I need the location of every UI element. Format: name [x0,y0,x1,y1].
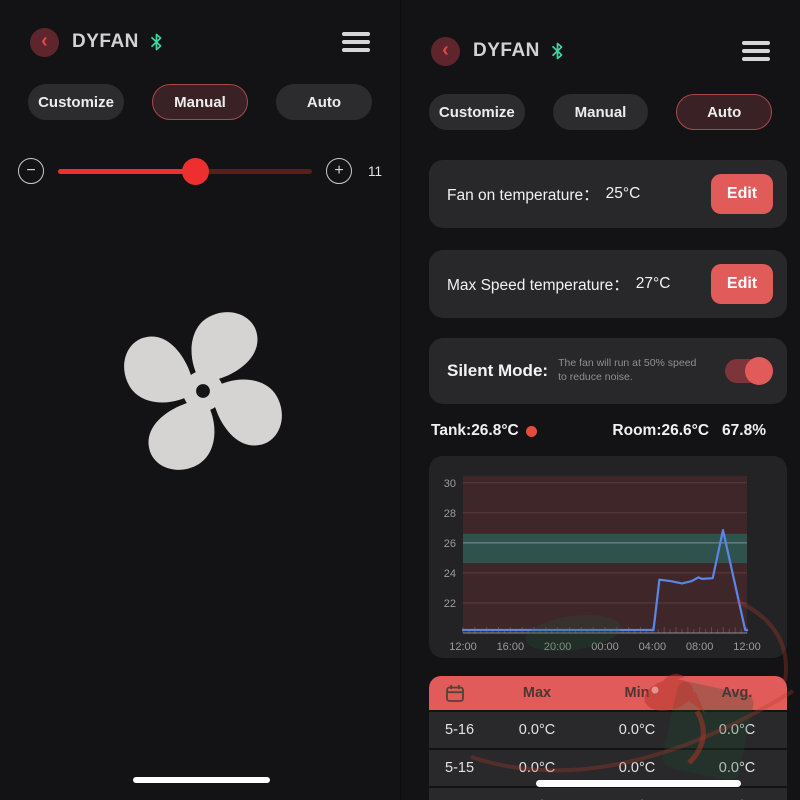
speed-decrease-button[interactable]: − [18,158,44,184]
app-title: DYFAN [72,31,139,52]
header: ‹ DYFAN [401,36,800,66]
mode-tabs: Customize Manual Auto [401,94,800,130]
row-date: 5-16 [445,722,475,738]
app-title: DYFAN [473,40,540,61]
mode-tabs: Customize Manual Auto [0,84,400,120]
room-temperature: Room:26.6°C [612,422,710,439]
room-humidity: 67.8% [722,422,766,439]
chevron-left-icon: ‹ [442,38,449,61]
tab-customize[interactable]: Customize [429,94,525,130]
home-indicator [536,780,741,787]
row-avg: 0.0°C [718,760,756,776]
auto-screen: ‹ DYFAN Customize Manual Auto Fan on tem… [400,0,800,800]
row-date: 5-15 [445,760,475,776]
calendar-icon [429,684,487,703]
max-speed-temperature-value: 27°C [635,275,671,292]
fan-on-temperature-value: 25°C [605,185,641,202]
tank-status-dot [525,425,537,437]
svg-text:20:00: 20:00 [544,641,572,653]
silent-mode-card: Silent Mode: The fan will run at 50% spe… [429,338,787,404]
svg-text:24: 24 [444,568,456,580]
temperature-chart: 22 24 26 28 30 12:00 16:00 20:00 00:00 04:00 08:00… [444,476,761,653]
tab-customize[interactable]: Customize [28,84,124,120]
toggle-knob [745,357,773,385]
row-date: 5-14 [429,798,487,800]
svg-text:12:00: 12:00 [733,641,761,653]
tab-manual[interactable]: Manual [552,94,649,130]
fan-on-temperature-label: Fan on temperature： [447,187,599,204]
tab-auto[interactable]: Auto [676,94,773,130]
row-max: 0.0°C [518,760,556,776]
col-header-min: Min [624,685,650,701]
edit-fan-on-button[interactable]: Edit [711,174,773,214]
max-speed-temperature-label: Max Speed temperature： [447,277,629,294]
fan-icon [97,285,309,497]
header: ‹ DYFAN [0,27,400,57]
tab-manual[interactable]: Manual [152,84,248,120]
row-min: 0.0°C [618,760,656,776]
row-max: 0.0°C [487,798,587,800]
fan-on-temperature-card: Fan on temperature： 25°C Edit [429,160,787,228]
row-avg: 0.0°C [718,722,756,738]
home-indicator [133,777,270,783]
menu-button[interactable] [342,31,370,53]
col-header-avg: Avg. [721,685,753,701]
row-min: 0.0°C [618,722,656,738]
speed-value: 11 [367,163,382,179]
row-max: 0.0°C [518,722,556,738]
row-avg: 0.0°C [687,798,787,800]
fan-speed-control: − + 11 [0,156,400,186]
speed-increase-button[interactable]: + [326,158,352,184]
back-button[interactable]: ‹ [30,27,59,57]
tab-auto[interactable]: Auto [276,84,372,120]
svg-text:04:00: 04:00 [639,641,667,653]
chevron-left-icon: ‹ [41,29,48,52]
speed-slider[interactable] [58,157,312,185]
silent-mode-description: The fan will run at 50% speed to reduce … [558,357,697,383]
bluetooth-icon [150,33,163,51]
manual-screen: ‹ DYFAN Customize Manual Auto − + 11 [0,27,400,783]
temperature-status-row: Tank:26.8°C Room:26.6°C 67.8% [431,422,766,440]
row-min: 0.0°C [587,798,687,800]
svg-text:22: 22 [444,598,456,610]
col-header-max: Max [522,685,552,701]
svg-text:30: 30 [444,478,456,490]
svg-text:00:00: 00:00 [591,641,619,653]
silent-mode-toggle[interactable] [725,357,773,385]
tank-temperature: Tank:26.8°C [431,422,519,439]
edit-max-speed-button[interactable]: Edit [711,264,773,304]
table-header-row: Max Min Avg. [429,676,787,710]
speed-slider-fill [58,168,196,174]
svg-text:08:00: 08:00 [686,641,714,653]
menu-button[interactable] [742,40,770,62]
svg-text:16:00: 16:00 [497,641,525,653]
speed-slider-handle[interactable] [181,157,209,185]
svg-text:28: 28 [444,508,456,520]
svg-text:26: 26 [444,538,456,550]
table-row: 5-14 0.0°C 0.0°C 0.0°C [429,788,787,800]
back-button[interactable]: ‹ [431,36,460,66]
max-speed-temperature-card: Max Speed temperature： 27°C Edit [429,250,787,318]
bluetooth-icon [551,42,564,60]
temperature-history-card: 22 24 26 28 30 12:00 16:00 20:00 00:00 04:00 08:00… [429,456,787,658]
silent-mode-label: Silent Mode: [447,361,549,380]
svg-text:12:00: 12:00 [449,641,477,653]
table-row: 5-16 0.0°C 0.0°C 0.0°C [429,712,787,748]
